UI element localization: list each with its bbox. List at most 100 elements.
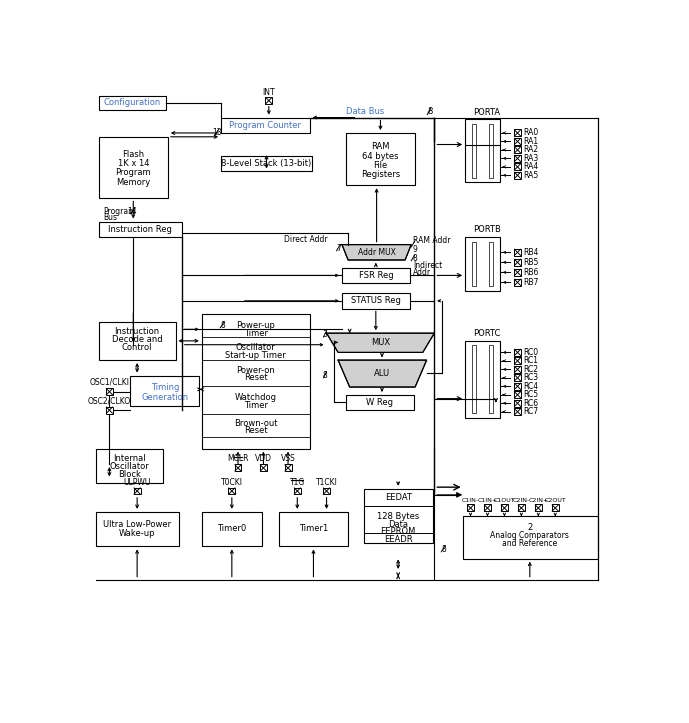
Bar: [279, 512, 348, 547]
Text: RA2: RA2: [524, 145, 539, 155]
Text: RC0: RC0: [524, 348, 539, 357]
Bar: [514, 357, 521, 364]
Text: 8: 8: [220, 321, 225, 330]
Text: Program: Program: [116, 168, 151, 178]
Text: 8: 8: [413, 254, 418, 263]
Text: W Reg: W Reg: [366, 398, 393, 407]
Bar: [346, 133, 415, 185]
Bar: [472, 124, 476, 178]
Bar: [463, 516, 597, 559]
Bar: [489, 346, 493, 414]
Bar: [260, 464, 267, 471]
Text: and Reference: and Reference: [502, 539, 557, 548]
Bar: [518, 505, 525, 511]
Text: RC5: RC5: [524, 390, 539, 399]
Text: RB5: RB5: [524, 258, 539, 267]
Bar: [552, 505, 559, 511]
Bar: [364, 489, 433, 542]
Text: RC2: RC2: [524, 365, 539, 374]
Bar: [99, 221, 182, 237]
Text: Timer0: Timer0: [217, 524, 247, 534]
Bar: [99, 137, 168, 198]
Bar: [514, 129, 521, 137]
Text: ULPWU: ULPWU: [123, 478, 151, 487]
Bar: [514, 400, 521, 407]
Text: Instruction: Instruction: [114, 327, 160, 336]
Bar: [489, 241, 493, 286]
Text: Oscillator: Oscillator: [236, 343, 276, 352]
Text: C1OUT: C1OUT: [493, 497, 515, 502]
Text: PORTC: PORTC: [473, 330, 500, 338]
Text: Timer: Timer: [244, 329, 268, 338]
Text: T1CKI: T1CKI: [316, 478, 338, 487]
Bar: [221, 118, 309, 133]
Bar: [342, 268, 410, 283]
Text: Internal: Internal: [113, 454, 146, 463]
Text: Flash: Flash: [122, 150, 144, 159]
Bar: [323, 487, 330, 495]
Text: RAM: RAM: [371, 142, 390, 151]
Text: Control: Control: [122, 343, 152, 351]
Bar: [514, 138, 521, 145]
Text: OSC2/CLKO: OSC2/CLKO: [88, 396, 131, 406]
Text: 2: 2: [527, 523, 533, 531]
Bar: [106, 388, 113, 395]
Text: Timing: Timing: [151, 382, 179, 392]
Bar: [465, 341, 500, 418]
Text: INT: INT: [263, 88, 275, 98]
Text: Ultra Low-Power: Ultra Low-Power: [103, 520, 171, 529]
Text: Data Bus: Data Bus: [346, 107, 384, 116]
Text: Indirect: Indirect: [413, 261, 442, 270]
Text: Decode and: Decode and: [112, 335, 163, 344]
Text: RA3: RA3: [524, 154, 539, 163]
Text: Timer: Timer: [244, 401, 268, 410]
Polygon shape: [327, 333, 434, 352]
Bar: [514, 163, 521, 171]
Text: VSS: VSS: [280, 454, 296, 463]
Text: RA0: RA0: [524, 129, 539, 137]
Text: Wake-up: Wake-up: [119, 529, 156, 538]
Bar: [228, 487, 236, 495]
Text: MCLR: MCLR: [227, 454, 249, 463]
Text: Direct Addr: Direct Addr: [284, 235, 328, 244]
Text: RB6: RB6: [524, 268, 539, 277]
Text: RB4: RB4: [524, 248, 539, 257]
Bar: [134, 487, 141, 495]
Bar: [514, 259, 521, 266]
Bar: [96, 449, 163, 483]
Text: Addr MUX: Addr MUX: [358, 248, 395, 257]
Text: 8: 8: [322, 371, 327, 380]
Bar: [99, 322, 176, 360]
Text: Configuration: Configuration: [104, 98, 161, 108]
Text: 8-Level Stack (13-bit): 8-Level Stack (13-bit): [221, 159, 311, 168]
Text: Registers: Registers: [361, 170, 400, 179]
Text: Program: Program: [103, 207, 136, 216]
Bar: [99, 96, 166, 110]
Text: VDD: VDD: [255, 454, 272, 463]
Text: EEPROM: EEPROM: [380, 527, 416, 536]
Bar: [535, 505, 542, 511]
Text: RC3: RC3: [524, 373, 539, 382]
Text: STATUS Reg: STATUS Reg: [351, 296, 401, 305]
Bar: [472, 241, 476, 286]
Bar: [202, 512, 262, 547]
Text: Reset: Reset: [244, 427, 267, 435]
Bar: [202, 314, 309, 449]
Text: 8: 8: [441, 545, 446, 554]
Text: OSC1/CLKI: OSC1/CLKI: [90, 378, 130, 387]
Bar: [501, 505, 508, 511]
Text: 14: 14: [127, 207, 137, 216]
Text: Instruction Reg: Instruction Reg: [108, 225, 172, 234]
Text: RAM Addr: RAM Addr: [413, 236, 451, 245]
Bar: [514, 391, 521, 398]
Bar: [465, 237, 500, 291]
Text: RC4: RC4: [524, 382, 539, 391]
Text: T1G: T1G: [289, 478, 305, 487]
Text: PORTA: PORTA: [473, 108, 500, 116]
Bar: [514, 155, 521, 162]
Bar: [467, 505, 474, 511]
Bar: [514, 269, 521, 275]
Bar: [342, 293, 410, 309]
Text: 3: 3: [322, 330, 327, 339]
Text: RC1: RC1: [524, 356, 539, 365]
